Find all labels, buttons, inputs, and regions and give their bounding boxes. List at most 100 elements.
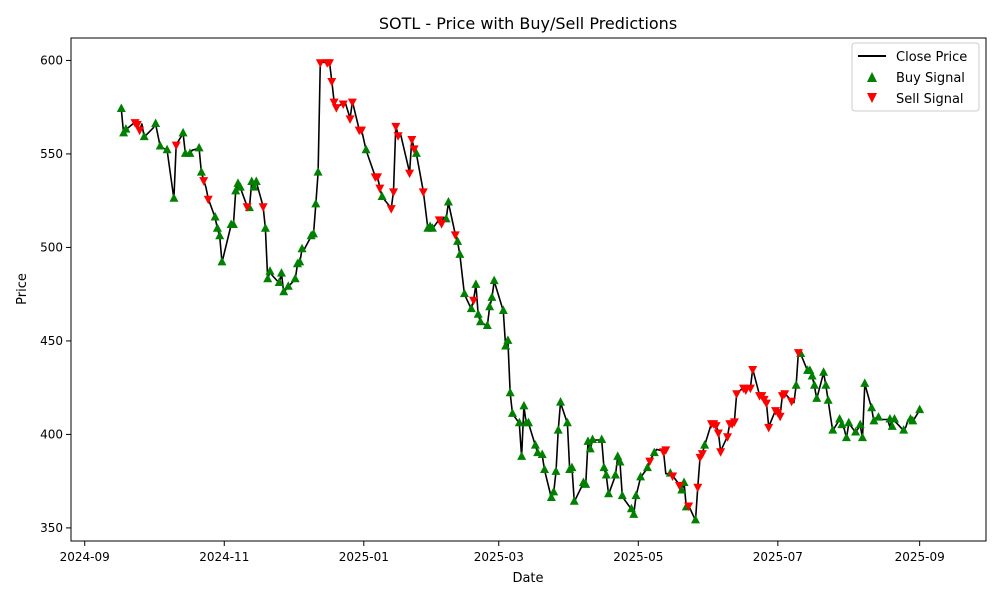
buy-signal-marker [524, 417, 533, 427]
buy-signal-marker [217, 256, 227, 266]
buy-signal-marker [503, 335, 513, 344]
buy-signal-marker [860, 378, 870, 387]
buy-signal-marker [841, 432, 851, 442]
buy-signal-marker [649, 447, 659, 457]
sell-signal-marker [345, 115, 355, 124]
buy-signal-marker [377, 191, 387, 200]
sell-signal-marker [684, 502, 694, 511]
sell-signal-marker [315, 59, 325, 68]
buy-signal-marker [471, 279, 481, 288]
x-tick-label: 2025-01 [339, 550, 389, 564]
sell-signal-marker [327, 78, 337, 87]
sell-signal-marker [793, 349, 803, 358]
sell-signal-marker [745, 384, 755, 394]
x-tick-label: 2024-09 [60, 550, 110, 564]
sell-signal-marker [761, 399, 771, 409]
sell-signal-marker [716, 448, 726, 457]
buy-signal-marker [700, 440, 710, 449]
buy-signal-marker [212, 223, 222, 232]
buy-signal-marker [869, 415, 879, 425]
buy-signal-marker [537, 449, 547, 458]
buy-signal-marker [169, 193, 179, 202]
buy-signal-marker [194, 142, 204, 152]
buy-signal-marker [210, 212, 220, 221]
buy-signal-marker [540, 464, 550, 473]
buy-signal-marker [617, 490, 627, 500]
buy-signal-marker [819, 367, 829, 376]
sell-signal-marker [258, 203, 268, 212]
sell-signal-marker [375, 184, 385, 194]
buy-signal-marker [249, 182, 259, 191]
buy-signal-marker [857, 432, 867, 442]
sell-signal-marker [661, 446, 671, 455]
sell-signal-marker [711, 422, 721, 431]
plot-area [116, 59, 925, 524]
buy-signal-markers [116, 103, 925, 524]
buy-signal-marker [215, 230, 225, 240]
buy-signal-marker [812, 393, 822, 402]
sell-signal-marker [135, 126, 145, 136]
buy-signal-marker [455, 249, 465, 258]
buy-signal-marker [361, 144, 371, 154]
buy-signal-marker [178, 127, 188, 137]
buy-signal-marker [551, 466, 561, 475]
buy-signal-marker [855, 419, 865, 429]
buy-signal-marker [823, 395, 833, 404]
buy-signal-marker [485, 301, 495, 311]
buy-signal-marker [642, 462, 652, 472]
y-tick-label: 500 [40, 240, 63, 254]
buy-signal-marker [837, 419, 847, 429]
buy-signal-marker [260, 223, 270, 232]
buy-signal-marker [546, 492, 556, 501]
buy-signal-marker [636, 471, 646, 481]
buy-signal-marker [908, 415, 918, 425]
legend-sell-signal-icon [867, 93, 877, 103]
buy-signal-marker [597, 434, 607, 444]
buy-signal-marker [311, 198, 321, 208]
legend: Close Price Buy Signal Sell Signal [851, 42, 980, 112]
buy-signal-marker [809, 380, 819, 389]
y-axis: 350 400 450 500 550 600 [40, 53, 71, 535]
y-tick-label: 350 [40, 521, 63, 535]
sell-signal-marker [393, 132, 403, 141]
y-tick-label: 400 [40, 427, 63, 441]
buy-signal-marker [631, 490, 641, 500]
buy-signal-marker [821, 380, 831, 389]
buy-signal-marker [487, 292, 497, 301]
buy-signal-marker [443, 197, 453, 206]
x-tick-label: 2025-03 [474, 550, 524, 564]
sell-signal-marker [171, 141, 181, 151]
buy-signal-marker [466, 303, 476, 313]
sell-signal-marker [357, 126, 367, 136]
buy-signal-marker [519, 400, 529, 410]
buy-signal-marker [549, 486, 559, 496]
x-tick-label: 2025-05 [613, 550, 663, 564]
sell-signal-marker [203, 195, 213, 205]
buy-signal-marker [867, 402, 877, 412]
buy-signal-marker [505, 387, 515, 397]
sell-signal-marker [242, 203, 252, 212]
buy-signal-marker [482, 320, 492, 329]
sell-signal-marker [405, 169, 415, 179]
buy-signal-marker [155, 140, 165, 150]
sell-signal-marker [469, 296, 479, 306]
buy-signal-marker [411, 148, 421, 157]
x-tick-label: 2024-11 [199, 550, 249, 564]
buy-signal-marker [899, 425, 909, 434]
buy-signal-marker [553, 425, 563, 434]
sell-signal-marker [418, 188, 428, 197]
buy-signal-marker [453, 236, 463, 245]
legend-buy-signal-icon [867, 72, 877, 82]
buy-signal-marker [873, 412, 883, 421]
axes-frame [70, 37, 987, 542]
buy-signal-marker [279, 286, 289, 296]
sell-signal-marker [386, 205, 396, 214]
buy-signal-marker [283, 281, 293, 290]
sell-signal-marker [674, 481, 684, 491]
sell-signal-marker [347, 98, 357, 108]
buy-signal-marker [501, 341, 511, 350]
x-axis: 2024-09 2024-11 2025-01 2025-03 2025-05 2025-… [60, 541, 945, 564]
buy-signal-marker [604, 488, 614, 498]
legend-close-price-label: Close Price [896, 50, 967, 65]
